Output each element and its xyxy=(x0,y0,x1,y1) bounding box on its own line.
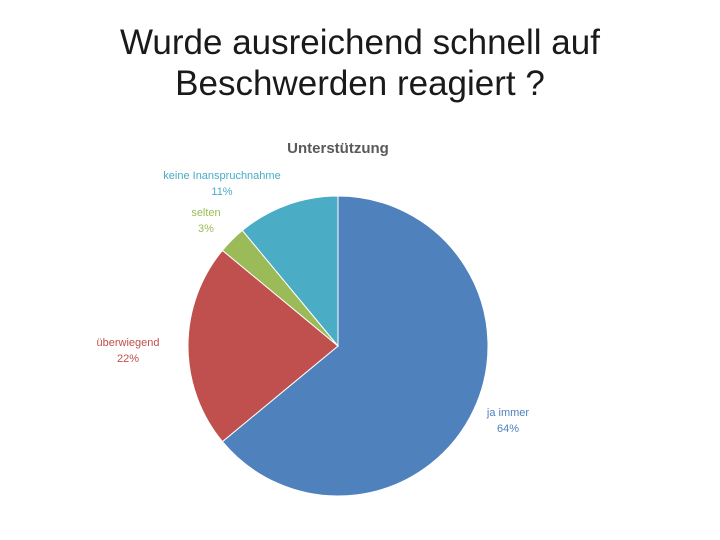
slice-label-selten: selten 3% xyxy=(191,207,220,235)
slice-label-ueberwiegend: überwiegend 22% xyxy=(97,337,160,365)
pie-labels: ja immer 64% überwiegend 22% selten 3% keine I… xyxy=(97,170,530,435)
slice-label-percent: 64% xyxy=(497,423,519,435)
pie-slice-keine-inanspruchnahme xyxy=(241,195,339,348)
slice-label-keine-inanspruchnahme: keine Inanspruchnahme 11% xyxy=(163,170,280,198)
slide-title: Wurde ausreichend schnell auf Beschwerde… xyxy=(40,22,680,104)
slide-title-line-2: Beschwerden reagiert ? xyxy=(175,64,545,103)
chart-title: Unterstützung xyxy=(287,140,389,157)
slice-label-name: überwiegend xyxy=(97,337,160,349)
slice-label-percent: 3% xyxy=(198,223,214,235)
pie-slices xyxy=(187,195,489,497)
slide-title-line-1: Wurde ausreichend schnell auf xyxy=(120,23,600,62)
slice-label-name: ja immer xyxy=(486,407,530,419)
pie-slice-ueberwiegend xyxy=(187,249,339,443)
slice-label-name: selten xyxy=(191,207,220,219)
slice-label-percent: 22% xyxy=(117,353,139,365)
slice-label-percent: 11% xyxy=(211,186,232,198)
slice-label-name: keine Inanspruchnahme xyxy=(163,170,280,182)
pie-slice-ja-immer xyxy=(221,195,489,497)
slice-label-ja-immer: ja immer 64% xyxy=(486,407,530,435)
